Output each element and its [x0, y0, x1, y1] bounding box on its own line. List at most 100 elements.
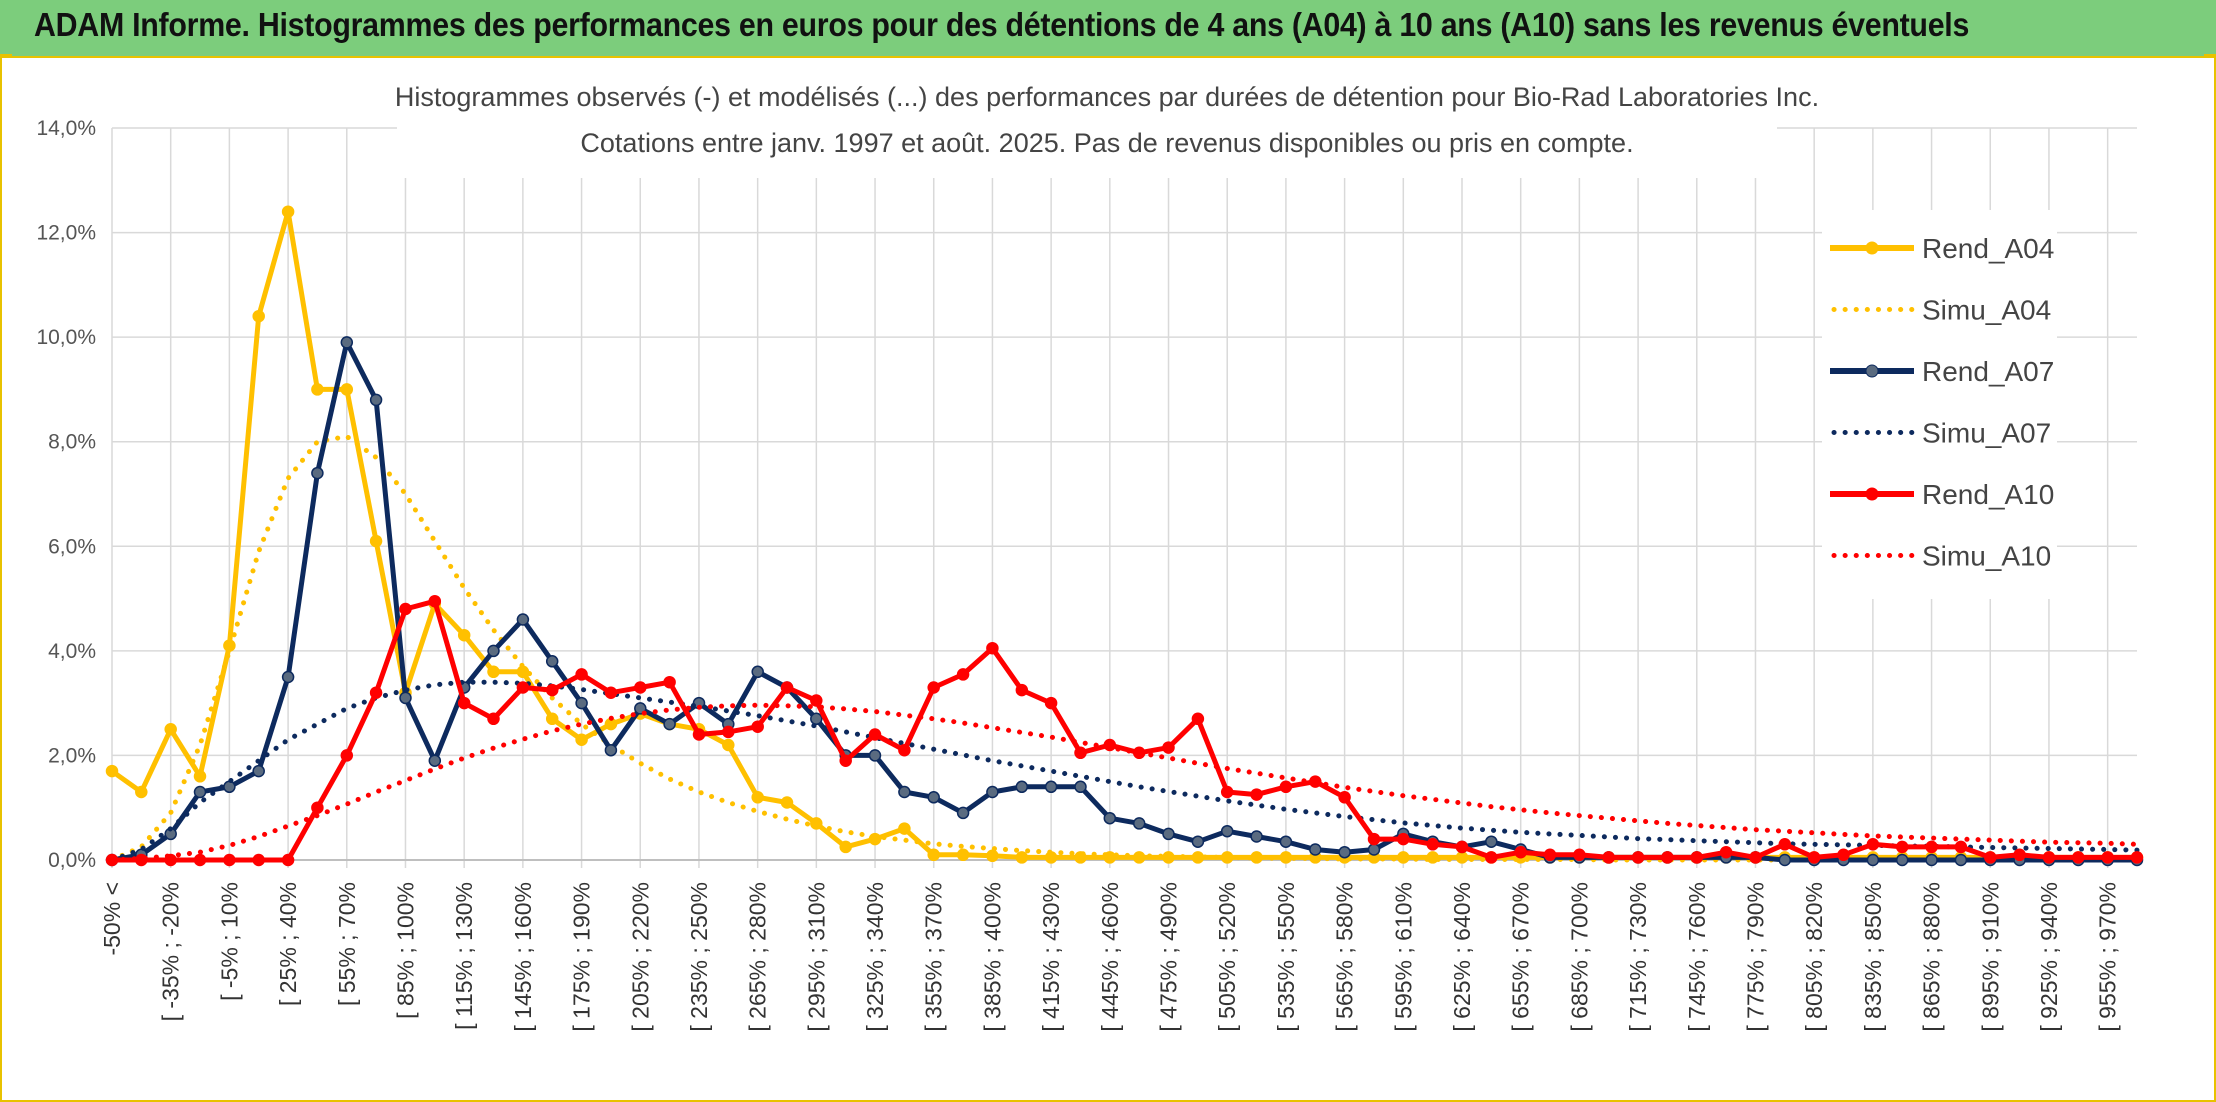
series-rend-a07-point [604, 743, 618, 757]
x-tick-label: [ 175% ; 190% [569, 882, 595, 1032]
series-rend-a10-point [1485, 851, 1498, 864]
series-rend-a04-point [1015, 851, 1029, 864]
x-tick-label: [ -35% ; -20% [158, 882, 184, 1021]
series-rend-a07-point [575, 696, 588, 710]
series-simu-a04-line [109, 433, 2140, 863]
series-rend-a07-point [663, 717, 676, 731]
series-rend-a04-point [898, 822, 911, 835]
x-tick-label: [ 625% ; 640% [1449, 882, 1475, 1032]
series-rend-a10-point [780, 681, 794, 694]
y-tick-labels: 0,0% 2,0% 4,0% 6,0% 8,0% 10,0% 12,0% 14,0% [36, 117, 96, 872]
x-tick-label: [ 925% ; 940% [2036, 882, 2062, 1032]
y-tick-label: 0,0% [48, 849, 96, 872]
header-accent-left [0, 54, 12, 58]
series-rend-a04-point [751, 791, 764, 804]
series-rend-a10-point [898, 743, 911, 757]
series-rend-a07-point [311, 466, 324, 480]
series-rend-a10-point [252, 853, 265, 867]
y-tick-label: 8,0% [48, 431, 96, 454]
series-rend-a04-point [575, 733, 588, 746]
x-tick-label: [ 775% ; 790% [1742, 882, 1768, 1032]
series-rend-a10-point [399, 602, 412, 616]
series-rend-a04-point [281, 205, 295, 218]
series-rend-a10-point [1279, 780, 1293, 794]
series-rend-a10-point [2101, 851, 2114, 864]
series-rend-a10-point [457, 696, 471, 710]
series-rend-a10-point [193, 853, 207, 867]
legend: Rend_A04 Simu_A04 Rend_A07 Simu_A07 Rend_A10… [1822, 210, 2057, 599]
legend-rend-a04-marker [1865, 241, 1879, 255]
series-rend-a07-point [252, 764, 265, 778]
x-tick-label: [ 715% ; 730% [1625, 882, 1651, 1032]
legend-rend-a07-marker [1865, 364, 1879, 378]
series-rend-a10-line [112, 598, 2137, 863]
series-rend-a07-point [1866, 853, 1880, 867]
series-rend-a10-point [1426, 838, 1439, 851]
series-rend-a10-point [839, 754, 852, 767]
series-rend-a04-point [311, 383, 324, 396]
x-tick-label: [ 295% ; 310% [803, 882, 829, 1032]
legend-rend-a10-label: Rend_A10 [1922, 479, 2054, 510]
series-rend-a07-point [399, 691, 412, 705]
series-rend-a10-point [986, 641, 999, 655]
chart-title-background [397, 60, 1777, 178]
series-rend-a07-point [1309, 843, 1322, 856]
x-tick-label: [ 835% ; 850% [1860, 882, 1886, 1032]
legend-background [1822, 210, 2057, 599]
x-tick-label: [ 145% ; 160% [510, 882, 536, 1032]
series-rend-a07-point [751, 665, 764, 679]
x-tick-label: [ 415% ; 430% [1038, 882, 1064, 1032]
series-rend-a07-point [1895, 853, 1909, 867]
series-rend-a07-point [428, 754, 442, 767]
series-rend-a10-point [1543, 848, 1557, 862]
page-header: ADAM Informe. Histogrammes des performan… [0, 0, 2216, 58]
series-rend-a10-point [1455, 840, 1469, 854]
series-rend-a10-point [927, 681, 940, 694]
series-rend-a07-point [927, 791, 940, 804]
series-rend-a07-point [810, 712, 823, 726]
series-rend-a10-point [663, 675, 676, 689]
series-rend-a07-point [1074, 780, 1087, 794]
series-rend-a07-point [1485, 835, 1498, 848]
series-rend-a10-point [604, 686, 618, 699]
series-rend-a07-point [369, 393, 383, 407]
series-rend-a10-point [311, 801, 324, 814]
series-rend-a10-point [1925, 840, 1938, 854]
series-rend-a07-point [1250, 830, 1263, 843]
x-tick-label: [ 745% ; 760% [1684, 882, 1710, 1032]
legend-simu-a10-label: Simu_A10 [1922, 541, 2051, 572]
series-rend-a10-point [2130, 851, 2144, 864]
series-lines [105, 205, 2144, 867]
chart-svg: Histogrammes observés (-) et modélisés (… [36, 60, 2144, 1032]
y-tick-label: 10,0% [36, 326, 96, 349]
series-rend-a10-point [868, 728, 882, 741]
series-rend-a04-point [722, 738, 735, 752]
x-tick-label: [ 595% ; 610% [1390, 882, 1416, 1032]
y-tick-label: 12,0% [36, 222, 96, 245]
y-tick-label: 2,0% [48, 744, 96, 767]
x-tick-label: [ 685% ; 700% [1566, 882, 1592, 1032]
legend-rend-a07-label: Rend_A07 [1922, 356, 2054, 387]
series-rend-a10-point [1837, 848, 1850, 862]
series-rend-a10-point [1984, 851, 1997, 864]
series-rend-a10-point [2072, 851, 2085, 864]
series-rend-a07-point [1954, 853, 1968, 867]
series-rend-a04-point [487, 665, 500, 679]
y-tick-label: 4,0% [48, 640, 96, 663]
series-rend-a07-point [1279, 835, 1293, 848]
series-rend-a10-point [1220, 785, 1234, 799]
x-tick-label: -50% < [99, 882, 125, 956]
x-tick-label: [ 205% ; 220% [627, 882, 653, 1032]
series-rend-a10-point [1807, 851, 1821, 864]
series-rend-a07-point [1103, 811, 1117, 825]
series-rend-a10-point [1074, 746, 1087, 760]
series-rend-a10-point [1573, 848, 1586, 862]
series-rend-a04-point [457, 628, 471, 642]
x-tick-label: [ 25% ; 40% [275, 882, 301, 1006]
series-rend-a04-point [545, 712, 559, 726]
x-tick-label: [ 445% ; 460% [1097, 882, 1123, 1032]
series-rend-a10-point [1895, 840, 1909, 854]
x-tick-label: [ 475% ; 490% [1156, 882, 1182, 1032]
y-tick-label: 14,0% [36, 117, 96, 140]
series-simu-a10-line [109, 702, 2140, 863]
